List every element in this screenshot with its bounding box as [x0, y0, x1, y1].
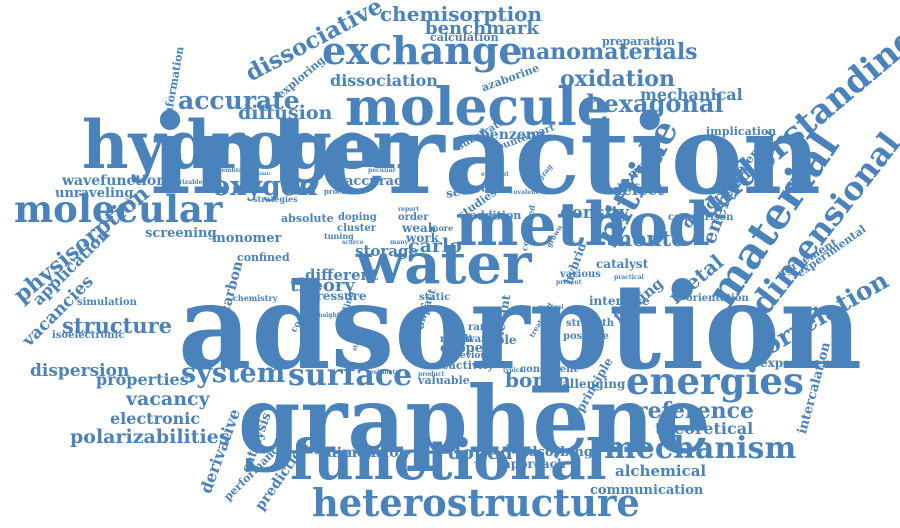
cloud-word-reactivity: reactivity [436, 360, 494, 371]
cloud-word-comparison: comparison [668, 213, 733, 223]
cloud-word-membrane: membrane [215, 168, 251, 174]
cloud-word-vacancy: vacancy [126, 390, 210, 409]
cloud-word-different: different [305, 268, 378, 283]
cloud-word-properties: properties [96, 372, 189, 388]
cloud-word-interface: interface [589, 295, 650, 307]
cloud-word-communication: communication [590, 484, 703, 497]
cloud-word-dissociation: dissociation [330, 73, 438, 89]
cloud-word-practical: practical [614, 275, 644, 281]
cloud-word-strategies: strategies [253, 195, 298, 203]
cloud-word-alchemical: alchemical [615, 464, 706, 479]
cloud-word-screening: screening [145, 227, 217, 240]
cloud-word-system: system [181, 360, 285, 387]
cloud-word-electronic: electronic [110, 411, 200, 427]
cloud-word-many: many [390, 240, 408, 246]
cloud-word-work: work [406, 232, 439, 244]
cloud-word-consistent: consistent [520, 365, 578, 375]
cloud-word-approach: approach [503, 458, 566, 470]
cloud-word-doping: doping [338, 213, 377, 223]
cloud-word-polarizabilities: polarizabilities [70, 428, 230, 447]
cloud-word-more: more [430, 224, 453, 232]
cloud-word-theoretical: theoretical [655, 421, 753, 437]
cloud-word-catalyst: catalyst [596, 258, 648, 270]
cloud-word-monomer: monomer [212, 232, 281, 245]
cloud-word-mechanical: mechanical [640, 87, 743, 103]
cloud-word-report: report [398, 207, 419, 213]
cloud-word-implication: implication [706, 126, 776, 137]
cloud-word-possible: possible [563, 332, 609, 342]
cloud-word-typical: typical [503, 368, 526, 374]
cloud-word-product: product [418, 372, 444, 378]
cloud-word-scarce: scarce [342, 240, 364, 246]
cloud-word-isoelectronic: isoelectronic [52, 331, 124, 341]
cloud-word-dimension: dimension [327, 446, 409, 460]
cloud-word-insight: insight [316, 313, 340, 319]
cloud-word-strength: strength [566, 319, 614, 329]
cloud-word-absolute: absolute [281, 213, 334, 224]
cloud-word-preparation: preparation [602, 36, 675, 47]
cloud-word-diffusion: diffusion [238, 104, 332, 123]
cloud-word-order: order [398, 213, 429, 223]
cloud-word-surface: surface [288, 361, 412, 391]
cloud-word-mechanism: mechanism [604, 434, 796, 464]
cloud-word-present: present [556, 280, 582, 286]
cloud-word-estimate: estimate [370, 370, 399, 376]
cloud-word-previous: previous [449, 352, 492, 361]
cloud-word-defect: defect [612, 183, 664, 198]
cloud-word-efficient: efficient [481, 172, 509, 178]
cloud-word-unraveling: unraveling [55, 187, 133, 200]
cloud-word-orientation: orientation [686, 294, 749, 304]
cloud-word-chemistry: chemistry [233, 294, 277, 302]
cloud-word-experiment: experiment [760, 357, 836, 369]
cloud-word-storage: storage [355, 244, 418, 259]
cloud-word-monte: monte [610, 228, 685, 249]
cloud-word-covalent: covalent [510, 190, 538, 196]
cloud-word-calculation: calculation [430, 32, 499, 43]
cloud-word-processes: processes [324, 188, 362, 195]
cloud-word-confined: confined [237, 252, 290, 263]
cloud-word-cu2o: cu2o [478, 213, 500, 221]
cloud-word-role: role [490, 334, 517, 346]
cloud-word-dynamic: dynamic [248, 172, 272, 177]
cloud-word-polarizable: polarizable [165, 180, 202, 186]
cloud-word-peculiar: peculiar [368, 168, 396, 174]
cloud-word-simulation: simulation [77, 298, 137, 308]
cloud-word-density: density [560, 205, 629, 222]
cloud-word-range: range [468, 323, 500, 333]
